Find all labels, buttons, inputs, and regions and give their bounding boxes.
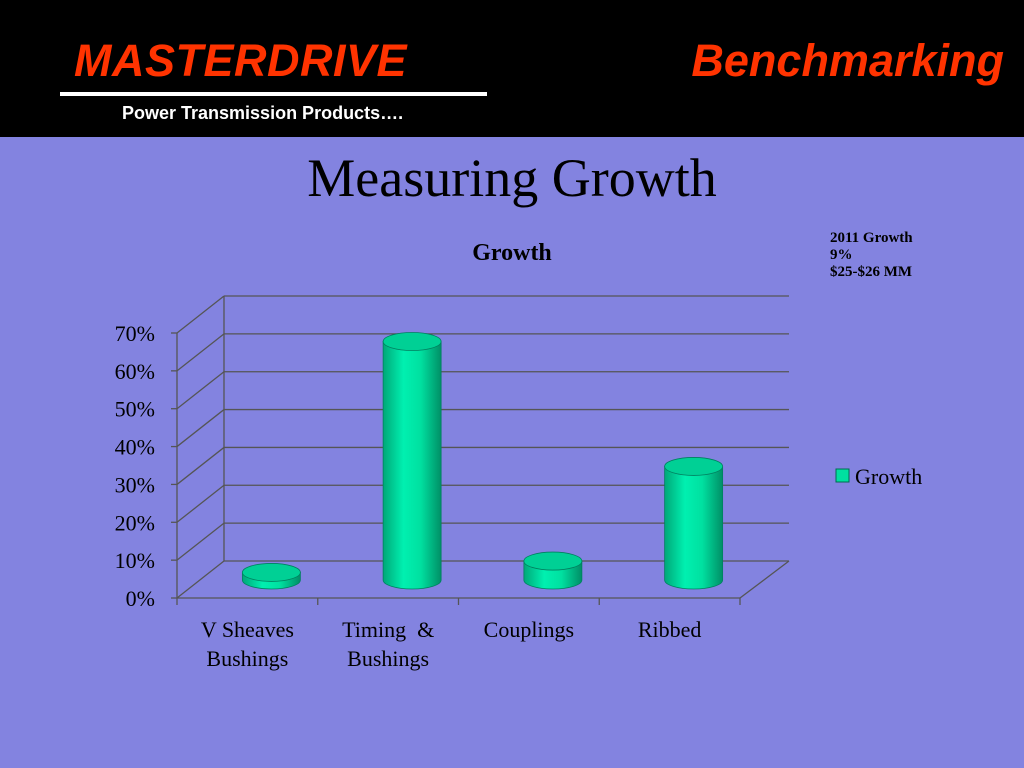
bar-cylinder-top (664, 457, 724, 476)
gridline-depth (176, 522, 225, 561)
bar (664, 457, 724, 590)
bar (382, 332, 442, 590)
y-tick-label: 70% (115, 321, 155, 346)
growth-note: 2011 Growth 9% $25-$26 MM (830, 230, 913, 281)
bar-cylinder-body (382, 341, 442, 590)
y-tick-label: 10% (115, 548, 155, 573)
bar-cylinder-top (382, 332, 442, 351)
legend-label: Growth (855, 464, 922, 489)
x-category-label: Bushings (347, 646, 429, 671)
bar (523, 551, 583, 590)
gridline-depth (176, 409, 225, 448)
y-tick-label: 0% (126, 586, 155, 611)
x-category-label: Timing & (342, 617, 434, 642)
y-tick-label: 50% (115, 397, 155, 422)
brand-underline (60, 92, 487, 96)
bar (241, 563, 301, 590)
growth-note-line: 9% (830, 247, 853, 263)
y-tick-label: 30% (115, 472, 155, 497)
x-category-label: Ribbed (638, 617, 702, 642)
gridline-depth (176, 371, 225, 410)
legend-swatch (835, 468, 850, 483)
bar-cylinder-top (523, 551, 583, 571)
brand-logo-text: MASTERDRIVE (74, 35, 408, 86)
y-tick-label: 20% (115, 510, 155, 535)
slide-title: Measuring Growth (307, 148, 717, 208)
x-category-label: Couplings (484, 617, 574, 642)
floor-edge (739, 560, 790, 599)
growth-note-line: $25-$26 MM (830, 264, 913, 280)
bar-cylinder-top (241, 563, 301, 582)
gridline-depth (176, 333, 225, 372)
x-category-label: Bushings (206, 646, 288, 671)
bar-cylinder-body (664, 466, 724, 590)
chart-title: Growth (472, 240, 552, 266)
gridline-depth (176, 446, 225, 485)
gridline-depth (176, 484, 225, 523)
y-tick-label: 40% (115, 435, 155, 460)
gridline-depth (176, 560, 225, 599)
x-category-label: V Sheaves (201, 617, 294, 642)
gridline-depth (176, 295, 225, 334)
header-bar: MASTERDRIVE Power Transmission Products…… (0, 0, 1024, 137)
brand-tagline: Power Transmission Products…. (122, 103, 404, 123)
y-tick-label: 60% (115, 359, 155, 384)
section-title: Benchmarking (691, 35, 1004, 86)
growth-note-line: 2011 Growth (830, 230, 913, 246)
